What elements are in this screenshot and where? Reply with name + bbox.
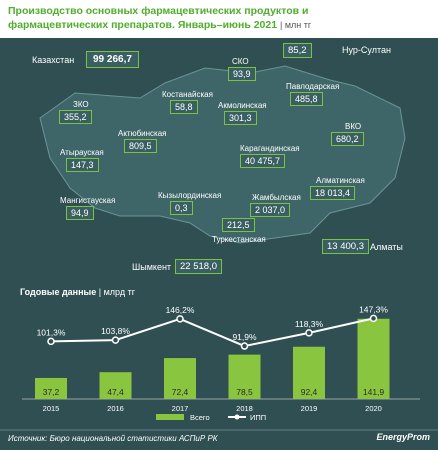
annual-chart: 37,2 47,4 72,4 78,5 92,4 141,9 101,3% 103,8% 14… (0, 282, 438, 450)
city-label-shymkent: Шымкент (132, 262, 172, 272)
kazakhstan-value: 99 266,7 (86, 51, 139, 68)
region-value-vko: 680,2 (331, 132, 364, 146)
region-label-zhambyl: Жамбылская (252, 193, 301, 202)
city-value-almaty: 13 400,3 (322, 239, 369, 254)
bar-label-2020: 141,9 (363, 387, 385, 397)
city-label-nur-sultan: Нур-Султан (342, 45, 391, 55)
region-value-turkestan: 212,5 (222, 218, 255, 232)
ipp-label-2018: 91,9% (232, 332, 257, 342)
year-label-2016: 2016 (107, 404, 124, 413)
title-unit: | млн тг (280, 20, 312, 30)
region-label-karaganda: Карагандинская (240, 144, 300, 153)
region-value-almaty-obl: 18 013,4 (310, 186, 356, 200)
bar-2017 (164, 358, 196, 399)
kazakhstan-label: Казахстан (32, 55, 75, 65)
region-value-zhambyl: 2 037,0 (250, 203, 291, 217)
ipp-point-2019 (305, 329, 313, 337)
region-label-atyrau: Атырауская (60, 148, 104, 157)
region-label-sko: СКО (232, 57, 249, 66)
bar-label-2019: 92,4 (301, 387, 318, 397)
region-label-mangistau: Мангистауская (60, 196, 116, 205)
bar-2018 (228, 354, 261, 399)
region-label-pavlodar: Павлодарская (286, 82, 340, 91)
chart-legend: Всего ИПП (156, 413, 266, 422)
energyprom-logo: EnergyProm (376, 432, 430, 442)
ipp-label-2017: 146,2% (166, 305, 195, 315)
bar-2019 (293, 346, 325, 399)
ipp-label-2016: 103,8% (101, 326, 130, 336)
region-label-vko: ВКО (345, 122, 362, 131)
region-label-akmola: Акмолинская (218, 101, 267, 110)
ipp-point-2017 (176, 315, 184, 323)
chart-title: Годовые данные | млрд тг (20, 287, 135, 297)
bar-label-2015: 37,2 (43, 387, 60, 397)
region-value-mangistau: 94,9 (66, 206, 94, 220)
legend-total-label: Всего (190, 413, 210, 422)
page-title: Производство основных фармацевтических п… (8, 4, 388, 32)
year-label-2015: 2015 (43, 404, 60, 413)
chart-title-unit: | млрд тг (98, 287, 135, 297)
region-label-kostanay: Костанайская (162, 90, 213, 99)
bar-2015 (35, 377, 67, 399)
ipp-label-2020: 147,3% (359, 304, 388, 314)
city-value-shymkent: 22 518,0 (175, 259, 222, 274)
region-label-kyzylorda: Кызылординская (158, 191, 222, 200)
year-label-2017: 2017 (172, 404, 189, 413)
bar-label-2018: 78,5 (236, 387, 253, 397)
region-label-aktobe: Актюбинская (118, 129, 167, 138)
bar-label-2016: 47,4 (107, 387, 124, 397)
region-value-kyzylorda: 0,3 (170, 201, 193, 215)
source-note: Источник: Бюро национальной статистики А… (8, 434, 218, 443)
year-label-2018: 2018 (236, 404, 253, 413)
region-value-akmola: 301,3 (224, 111, 257, 125)
region-value-pavlodar: 485,8 (290, 92, 323, 106)
year-label-2019: 2019 (301, 404, 318, 413)
chart-title-text: Годовые данные (20, 287, 97, 297)
legend-ipp-label: ИПП (250, 413, 266, 422)
region-label-zko: ЗКО (73, 100, 89, 109)
year-label-2020: 2020 (365, 404, 382, 413)
bar-2020 (357, 318, 390, 399)
ipp-point-2015 (47, 337, 55, 346)
ipp-label-2019: 118,3% (295, 319, 324, 329)
bar-label-2017: 72,4 (172, 387, 189, 397)
city-label-almaty: Алматы (370, 242, 403, 252)
region-value-karaganda: 40 475,7 (240, 154, 286, 168)
region-value-sko: 93,9 (228, 67, 256, 81)
ipp-point-2016 (111, 336, 120, 344)
city-value-nur-sultan: 85,2 (283, 43, 312, 58)
ipp-line (50, 317, 374, 348)
title-text: Производство основных фармацевтических п… (8, 5, 309, 31)
region-label-almaty-obl: Алматинская (316, 176, 365, 185)
ipp-point-2020 (369, 314, 378, 323)
region-value-atyrau: 147,3 (66, 158, 99, 172)
region-value-kostanay: 58,8 (170, 100, 198, 114)
region-value-zko: 355,2 (59, 110, 92, 124)
bar-2016 (99, 372, 132, 399)
ipp-label-2015: 101,3% (37, 327, 66, 337)
region-label-turkestan: Туркестанская (212, 235, 266, 244)
region-value-aktobe: 809,5 (124, 139, 157, 153)
ipp-point-2018 (240, 342, 249, 350)
